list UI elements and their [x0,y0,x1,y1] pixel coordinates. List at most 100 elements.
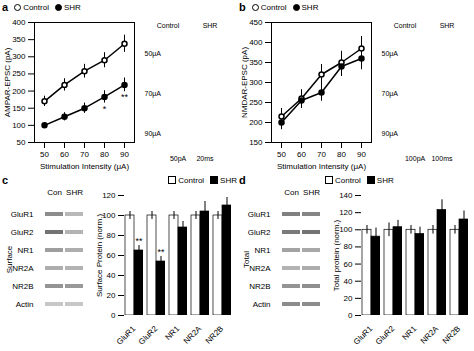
svg-text:50pA: 50pA [170,155,187,163]
html-text:SHR: SHR [301,2,319,12]
html-text:Control: Control [23,2,49,12]
svg-text:300: 300 [249,78,263,87]
svg-text:80: 80 [344,242,353,251]
svg-text:NR1: NR1 [254,246,271,255]
svg-text:GluR2: GluR2 [11,228,34,237]
svg-text:20: 20 [344,294,353,303]
svg-text:**: ** [157,247,165,257]
svg-text:80: 80 [337,150,346,159]
svg-text:20ms: 20ms [196,155,214,162]
svg-text:60: 60 [107,251,116,260]
svg-text:SHR: SHR [440,22,455,29]
svg-text:50μA: 50μA [382,50,399,58]
svg-text:150: 150 [12,104,26,113]
svg-text:**: ** [121,92,129,102]
html-text:SHR: SHR [63,2,81,12]
svg-text:Total protein (norm.): Total protein (norm.) [332,219,341,291]
svg-text:SHR: SHR [203,22,218,29]
svg-text:Actin: Actin [16,300,34,309]
svg-text:NR1: NR1 [164,324,182,342]
svg-text:60: 60 [60,150,69,159]
svg-text:Stimulation Intensity (μA): Stimulation Intensity (μA) [40,162,129,171]
svg-text:100: 100 [12,121,26,130]
svg-text:Con: Con [47,188,62,197]
svg-text:250: 250 [12,69,26,78]
svg-text:400: 400 [12,18,26,27]
svg-text:80: 80 [107,231,116,240]
svg-text:NR2A: NR2A [419,324,441,346]
svg-text:100: 100 [339,225,353,234]
svg-text:70: 70 [317,150,326,159]
svg-text:NR2B: NR2B [204,324,225,345]
svg-text:Actin: Actin [253,300,271,309]
svg-text:GluR1: GluR1 [115,324,138,347]
svg-text:20: 20 [107,291,116,300]
svg-text:80: 80 [100,150,109,159]
svg-text:NR1: NR1 [401,324,419,342]
svg-text:NR2B: NR2B [12,282,33,291]
svg-text:50: 50 [277,150,286,159]
svg-text:350: 350 [12,35,26,44]
svg-text:NR2A: NR2A [12,264,34,273]
svg-text:Surface Protein (norm.): Surface Protein (norm.) [95,214,104,297]
svg-text:300: 300 [12,52,26,61]
svg-text:40: 40 [344,277,353,286]
svg-text:SHR: SHR [66,188,83,197]
html-text:Control: Control [178,175,205,185]
svg-text:150: 150 [249,138,263,147]
svg-text:0: 0 [348,311,353,320]
svg-text:Control: Control [157,22,180,29]
svg-text:200: 200 [249,118,263,127]
svg-text:120: 120 [339,208,353,217]
svg-text:400: 400 [249,38,263,47]
svg-text:140: 140 [339,191,353,200]
svg-text:SHR: SHR [303,188,320,197]
svg-text:NR2B: NR2B [441,324,462,345]
svg-text:**: ** [135,236,143,246]
svg-text:NR2B: NR2B [249,282,270,291]
svg-text:120: 120 [102,191,116,200]
svg-text:Control: Control [394,22,417,29]
svg-text:90: 90 [120,150,129,159]
svg-text:50μA: 50μA [145,50,162,58]
svg-text:100: 100 [102,211,116,220]
svg-text:90μA: 90μA [382,130,399,138]
svg-text:*: * [103,104,107,114]
svg-text:Total: Total [242,251,251,268]
svg-text:GluR2: GluR2 [374,324,397,347]
svg-text:60: 60 [344,260,353,269]
svg-text:200: 200 [12,87,26,96]
svg-text:70μA: 70μA [382,90,399,98]
svg-text:GluR2: GluR2 [248,228,271,237]
html-text:SHR: SHR [376,175,394,185]
svg-text:NR1: NR1 [17,246,34,255]
svg-text:NR2A: NR2A [182,324,204,346]
svg-text:40: 40 [107,271,116,280]
svg-text:90: 90 [357,150,366,159]
svg-text:100ms: 100ms [431,155,453,162]
svg-text:350: 350 [249,58,263,67]
svg-text:NR2A: NR2A [249,264,271,273]
svg-text:250: 250 [249,98,263,107]
svg-text:Surface: Surface [5,245,14,273]
svg-text:50: 50 [40,150,49,159]
html-text:Control: Control [335,175,361,185]
svg-text:50: 50 [17,138,26,147]
svg-text:90μA: 90μA [145,130,162,138]
svg-text:GluR1: GluR1 [11,210,34,219]
svg-text:GluR1: GluR1 [248,210,271,219]
svg-text:100pA: 100pA [405,155,426,163]
svg-text:NMDAR-EPSC (pA): NMDAR-EPSC (pA) [240,47,249,118]
svg-text:60: 60 [297,150,306,159]
svg-text:70: 70 [80,150,89,159]
svg-text:GluR1: GluR1 [352,324,375,347]
svg-text:Con: Con [284,188,299,197]
svg-text:450: 450 [249,18,263,27]
svg-text:AMPAR-EPSC (pA): AMPAR-EPSC (pA) [3,47,12,117]
svg-text:GluR2: GluR2 [137,324,160,347]
html-text:SHR: SHR [220,175,237,185]
svg-text:Stimulation Intensity (μA): Stimulation Intensity (μA) [277,162,366,171]
svg-text:70μA: 70μA [145,90,162,98]
svg-text:0: 0 [111,311,116,320]
html-text:Control: Control [260,2,287,12]
